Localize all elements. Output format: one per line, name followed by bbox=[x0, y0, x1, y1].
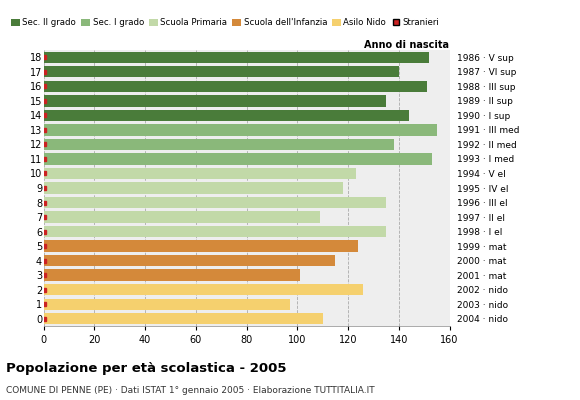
Bar bbox=[44, 66, 399, 78]
Bar bbox=[44, 240, 358, 252]
Bar bbox=[44, 52, 429, 63]
Bar bbox=[44, 284, 363, 295]
Text: Popolazione per età scolastica - 2005: Popolazione per età scolastica - 2005 bbox=[6, 362, 287, 375]
Legend: Sec. II grado, Sec. I grado, Scuola Primaria, Scuola dell'Infanzia, Asilo Nido, : Sec. II grado, Sec. I grado, Scuola Prim… bbox=[11, 18, 439, 28]
Bar bbox=[44, 124, 437, 136]
Bar bbox=[44, 197, 386, 208]
Text: Anno di nascita: Anno di nascita bbox=[364, 40, 450, 50]
Bar bbox=[44, 270, 300, 281]
Bar bbox=[44, 81, 427, 92]
Bar bbox=[44, 255, 335, 266]
Bar bbox=[44, 313, 322, 324]
Bar bbox=[44, 298, 289, 310]
Bar bbox=[44, 139, 394, 150]
Bar bbox=[44, 153, 432, 165]
Bar bbox=[44, 110, 409, 121]
Bar bbox=[44, 226, 386, 237]
Bar bbox=[44, 95, 386, 106]
Text: COMUNE DI PENNE (PE) · Dati ISTAT 1° gennaio 2005 · Elaborazione TUTTITALIA.IT: COMUNE DI PENNE (PE) · Dati ISTAT 1° gen… bbox=[6, 386, 375, 395]
Bar bbox=[44, 182, 343, 194]
Bar bbox=[44, 168, 356, 179]
Bar bbox=[44, 211, 320, 223]
